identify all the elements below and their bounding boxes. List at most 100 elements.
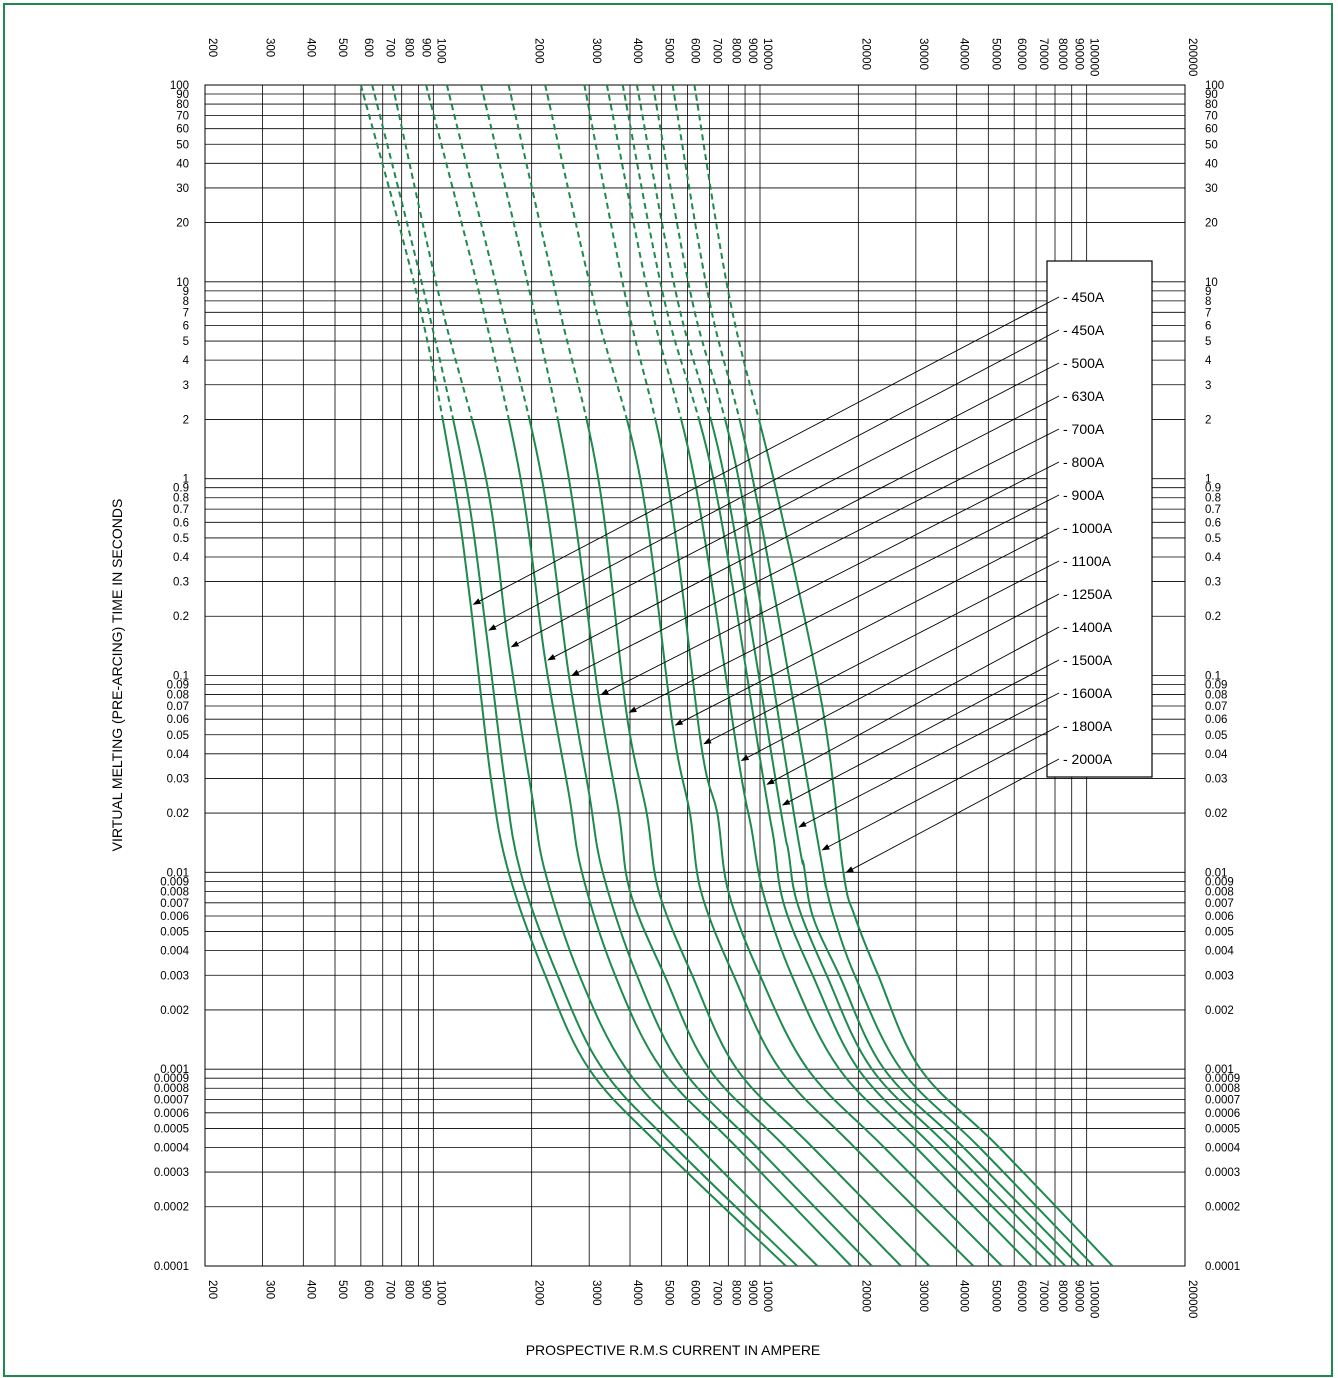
y-tick-label-left: 0.001 — [160, 1064, 189, 1076]
y-tick-label-left: 6 — [183, 321, 189, 333]
y-tick-label-left: 0.5 — [173, 533, 189, 545]
x-tick-label-top: 6000 — [689, 38, 701, 64]
x-tick-label-bottom: 700 — [384, 1280, 396, 1299]
y-tick-label-right: 0.0004 — [1205, 1142, 1241, 1154]
y-tick-label-right: 10 — [1205, 277, 1218, 289]
x-tick-label-top: 80000 — [1056, 38, 1068, 70]
legend-entry: - 1800A — [1063, 718, 1113, 734]
legend-entry: - 1600A — [1063, 685, 1113, 701]
x-tick-label-top: 5000 — [663, 38, 675, 64]
legend-entry: - 1500A — [1063, 652, 1113, 668]
y-tick-label-right: 0.002 — [1205, 1005, 1234, 1017]
y-tick-label-right: 70 — [1205, 110, 1218, 122]
y-tick-label-right: 9 — [1205, 286, 1211, 298]
curve-450A-dashed — [359, 85, 444, 420]
y-axis-label: VIRTUAL MELTING (PRE-ARCING) TIME IN SEC… — [109, 499, 125, 852]
y-tick-label-left: 0.05 — [167, 730, 189, 742]
legend-leader-arrow — [600, 461, 1060, 696]
x-tick-label-top: 50000 — [989, 38, 1001, 70]
y-tick-label-left: 0.8 — [173, 493, 189, 505]
y-tick-label-left: 0.03 — [167, 773, 189, 785]
curve-1500A-solid — [709, 419, 1067, 1266]
x-tick-label-bottom: 8000 — [729, 1280, 741, 1306]
y-tick-label-right: 0.09 — [1205, 680, 1227, 692]
x-tick-label-top: 7000 — [710, 38, 722, 64]
y-tick-label-left: 0.0009 — [154, 1073, 189, 1085]
y-tick-label-left: 80 — [176, 99, 189, 111]
y-tick-label-left: 0.005 — [160, 927, 189, 939]
y-tick-label-left: 2 — [183, 414, 189, 426]
y-tick-label-right: 6 — [1205, 321, 1211, 333]
y-tick-label-right: 0.007 — [1205, 898, 1234, 910]
y-tick-label-right: 4 — [1205, 355, 1212, 367]
legend-leader-arrow — [781, 659, 1060, 806]
y-tick-label-right: 7 — [1205, 307, 1211, 319]
curve-800A-solid — [556, 419, 902, 1266]
y-tick-label-right: 0.07 — [1205, 701, 1227, 713]
y-tick-label-left: 50 — [176, 139, 189, 151]
curve-700A-solid — [528, 419, 873, 1266]
legend-leader-arrow — [845, 758, 1060, 873]
x-tick-label-top: 100000 — [1088, 38, 1100, 76]
y-tick-label-left: 5 — [183, 336, 189, 348]
y-tick-label-left: 0.0001 — [154, 1261, 189, 1273]
x-tick-label-top: 10000 — [761, 38, 773, 70]
y-tick-label-right: 20 — [1205, 218, 1218, 230]
curve-450A-solid — [452, 419, 798, 1266]
legend-leader-arrow — [798, 692, 1060, 828]
y-tick-label-right: 0.005 — [1205, 927, 1234, 939]
y-tick-label-left: 0.0005 — [154, 1123, 189, 1135]
y-tick-label-right: 5 — [1205, 336, 1211, 348]
y-tick-label-right: 0.03 — [1205, 773, 1227, 785]
x-tick-label-bottom: 10000 — [761, 1280, 773, 1312]
x-tick-label-top: 500 — [336, 38, 348, 57]
y-tick-label-right: 0.0009 — [1205, 1073, 1240, 1085]
x-tick-label-top: 60000 — [1015, 38, 1027, 70]
y-tick-label-left: 0.01 — [167, 867, 189, 879]
curve-1800A-solid — [738, 419, 1095, 1266]
curve-1250A-dashed — [605, 85, 683, 420]
y-tick-label-left: 60 — [176, 124, 189, 136]
x-tick-label-top: 30000 — [917, 38, 929, 70]
y-tick-label-left: 0.002 — [160, 1005, 189, 1017]
y-tick-label-right: 0.08 — [1205, 690, 1227, 702]
legend-entry: - 700A — [1063, 421, 1105, 437]
x-tick-label-top: 40000 — [958, 38, 970, 70]
x-tick-label-bottom: 60000 — [1015, 1280, 1027, 1312]
y-tick-label-right: 0.04 — [1205, 749, 1228, 761]
y-tick-label-right: 0.1 — [1205, 671, 1221, 683]
curve-1000A-dashed — [544, 85, 628, 420]
y-tick-label-left: 0.0006 — [154, 1108, 189, 1120]
x-tick-label-top: 800 — [403, 38, 415, 57]
y-tick-label-left: 0.008 — [160, 886, 189, 898]
y-tick-label-left: 7 — [183, 307, 189, 319]
legend-entry: - 800A — [1063, 454, 1105, 470]
y-tick-label-right: 3 — [1205, 380, 1211, 392]
y-tick-label-right: 90 — [1205, 89, 1218, 101]
y-tick-label-left: 0.0002 — [154, 1202, 189, 1214]
legend-leader-arrow — [510, 362, 1060, 648]
x-tick-label-bottom: 6000 — [689, 1280, 701, 1306]
curve-1250A-solid — [680, 419, 1033, 1266]
legend-entry: - 1100A — [1063, 553, 1112, 569]
x-tick-label-top: 8000 — [729, 38, 741, 64]
curve-630A-solid — [507, 419, 852, 1266]
y-tick-label-right: 0.4 — [1205, 552, 1222, 564]
x-tick-label-bottom: 40000 — [958, 1280, 970, 1312]
curve-1500A-dashed — [635, 85, 712, 420]
x-tick-label-bottom: 800 — [403, 1280, 415, 1299]
y-tick-label-right: 100 — [1205, 80, 1224, 92]
curve-800A-dashed — [480, 85, 559, 420]
x-tick-label-top: 70000 — [1037, 38, 1049, 70]
x-axis-label: PROSPECTIVE R.M.S CURRENT IN AMPERE — [526, 1342, 821, 1358]
y-tick-label-left: 8 — [183, 296, 189, 308]
y-tick-label-left: 0.9 — [173, 483, 189, 495]
legend-leader-arrow — [703, 560, 1060, 745]
x-tick-label-bottom: 400 — [304, 1280, 316, 1299]
y-tick-label-right: 0.9 — [1205, 483, 1221, 495]
legend-leader-arrow — [740, 593, 1060, 761]
x-tick-label-bottom: 300 — [264, 1280, 276, 1299]
curve-450A-dashed — [371, 85, 455, 420]
x-tick-label-bottom: 70000 — [1037, 1280, 1049, 1312]
